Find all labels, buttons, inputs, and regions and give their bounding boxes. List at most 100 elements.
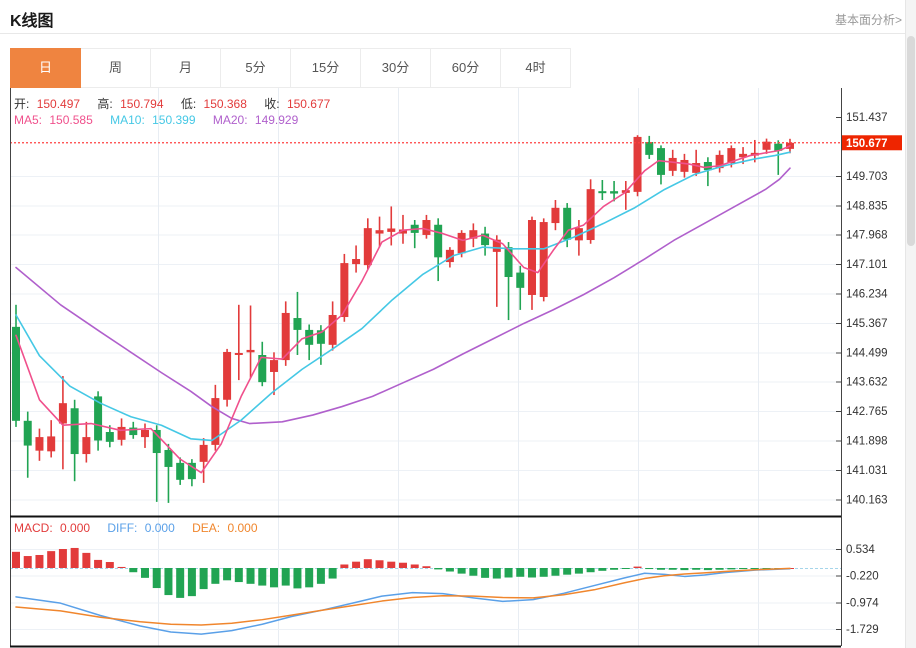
macd-hist-bar <box>692 568 701 570</box>
macd-legend: MACD: 0.000 DIFF: 0.000 DEA: 0.000 <box>14 521 262 535</box>
macd-hist-bar <box>715 568 724 570</box>
candle-body <box>70 408 79 455</box>
macd-hist-bar <box>434 568 443 570</box>
macd-hist-bar <box>598 568 607 571</box>
candle-body <box>258 355 267 383</box>
candle-body <box>340 263 349 318</box>
macd-hist-bar <box>469 568 478 576</box>
price-axis-label: 143.632 <box>846 377 888 389</box>
candle-body <box>117 426 126 440</box>
price-axis-label: 147.968 <box>846 230 888 242</box>
candle-body <box>281 312 290 361</box>
candle-body <box>152 429 161 454</box>
tab-30分[interactable]: 30分 <box>361 48 431 88</box>
candle-body <box>645 141 654 155</box>
ma20-value: 149.929 <box>254 113 299 127</box>
candle-body <box>223 351 232 400</box>
price-axis-label: 146.234 <box>846 288 888 300</box>
macd-hist-bar <box>94 559 103 568</box>
candle-body <box>387 228 396 232</box>
diff-label: DIFF: <box>107 521 138 535</box>
price-axis-label: 145.367 <box>846 318 888 330</box>
tab-15分[interactable]: 15分 <box>291 48 361 88</box>
interval-tabs: 日周月 5分 15分 30分 60分 4时 <box>10 48 571 88</box>
diff-line <box>15 567 791 635</box>
macd-hist-bar <box>516 568 525 577</box>
page-scrollbar[interactable] <box>905 0 916 648</box>
ma20-label: MA20: <box>212 113 248 127</box>
tab-月[interactable]: 月 <box>151 48 221 88</box>
macd-hist-bar <box>375 560 384 568</box>
macd-hist-bar <box>633 566 642 568</box>
macd-hist-bar <box>680 568 689 571</box>
macd-hist-bar <box>176 568 185 598</box>
ohlc-legend: 开: 150.497 高: 150.794 低: 150.368 收: 150.… <box>14 95 334 112</box>
candle-body <box>176 462 185 480</box>
macd-hist-bar <box>739 568 748 570</box>
ma10-label: MA10: <box>110 113 145 127</box>
candle-body <box>129 427 138 436</box>
candle-body <box>305 329 314 345</box>
candle-body <box>293 318 302 330</box>
candle-body <box>140 429 149 438</box>
tab-4时[interactable]: 4时 <box>501 48 571 88</box>
ma5-line <box>15 145 791 474</box>
candle-body <box>586 189 595 241</box>
ohlc-high-value: 150.794 <box>120 97 164 111</box>
candle-body <box>739 153 748 158</box>
dea-label: DEA: <box>192 521 221 535</box>
tab-日[interactable]: 日 <box>10 48 81 88</box>
candle-body <box>598 191 607 194</box>
scrollbar-thumb[interactable] <box>907 36 915 246</box>
macd-hist-bar <box>58 549 67 568</box>
ma20-line <box>15 167 791 425</box>
macd-axis-label: -0.220 <box>846 571 879 583</box>
candle-body <box>199 444 208 462</box>
diff-value: 0.000 <box>144 521 175 535</box>
macd-hist-bar <box>328 568 337 579</box>
tab-周[interactable]: 周 <box>81 48 151 88</box>
candle-body <box>422 220 431 235</box>
price-axis-label: 149.703 <box>846 171 888 183</box>
candle-body <box>469 230 478 239</box>
candle-body <box>481 233 490 246</box>
macd-hist-bar <box>563 568 572 575</box>
ma10-line <box>15 151 791 442</box>
macd-hist-bar <box>762 568 771 569</box>
candle-body <box>762 141 771 150</box>
candle-body <box>94 396 103 441</box>
candle-body <box>703 162 712 171</box>
tab-5分[interactable]: 5分 <box>221 48 291 88</box>
ohlc-close-value: 150.677 <box>286 97 331 111</box>
macd-hist-bar <box>305 568 314 588</box>
candle-body <box>539 222 548 298</box>
candle-body <box>434 224 443 258</box>
macd-axis-label: -1.729 <box>846 624 879 636</box>
candle-body <box>457 232 466 254</box>
ohlc-open-label: 开: <box>14 97 30 111</box>
candle-body <box>187 462 196 480</box>
macd-hist-bar <box>199 568 208 590</box>
header-divider <box>0 33 916 34</box>
macd-hist-bar <box>481 568 490 578</box>
ma5-value: 150.585 <box>49 113 93 127</box>
price-axis-label: 147.101 <box>846 259 888 271</box>
macd-hist-bar <box>23 556 32 568</box>
macd-hist-bar <box>140 568 149 578</box>
price-axis-label: 142.765 <box>846 406 888 418</box>
macd-label: MACD: <box>14 521 53 535</box>
ohlc-low-value: 150.368 <box>203 97 247 111</box>
tab-60分[interactable]: 60分 <box>431 48 501 88</box>
macd-hist-bar <box>316 568 325 584</box>
macd-hist-bar <box>70 547 79 568</box>
price-axis-label: 140.163 <box>846 494 888 506</box>
macd-hist-bar <box>258 568 267 586</box>
ohlc-low-label: 低: <box>180 97 197 111</box>
fundamental-analysis-link[interactable]: 基本面分析> <box>834 13 902 27</box>
price-axis-label: 141.031 <box>846 465 888 477</box>
candle-body <box>105 432 114 442</box>
candle-body <box>269 360 278 372</box>
dea-line <box>15 567 791 626</box>
